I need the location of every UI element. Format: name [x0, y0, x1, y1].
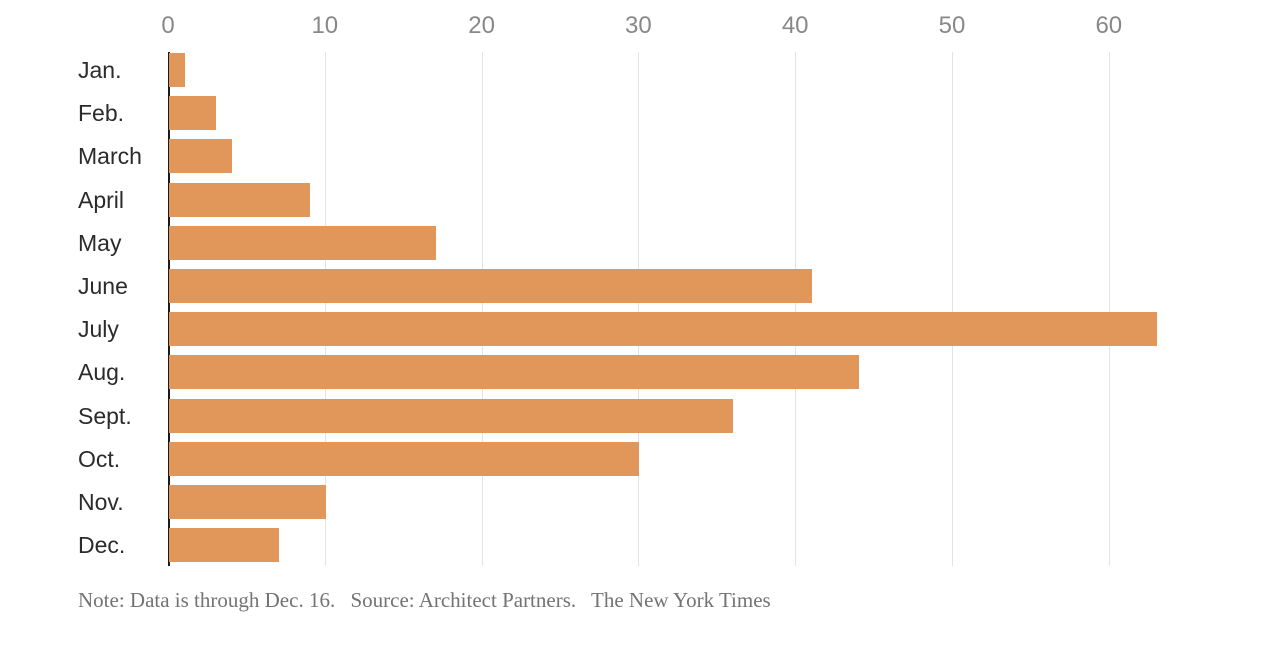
- category-label: Dec.: [78, 532, 126, 559]
- gridline: [481, 52, 483, 566]
- bar: [169, 485, 326, 519]
- category-label: May: [78, 229, 122, 256]
- x-axis-tick-labels: 0 10 20 30 40 50 60: [0, 12, 1262, 44]
- category-label: April: [78, 186, 125, 213]
- bar-row: Oct.: [0, 441, 1262, 476]
- bar: [169, 53, 185, 87]
- bar: [169, 139, 232, 174]
- category-label: June: [78, 273, 128, 299]
- note-text: Note: Data is through Dec. 16.: [78, 588, 336, 612]
- bar-row: Sept.: [0, 398, 1262, 433]
- gridline: [324, 52, 326, 566]
- bar: [169, 182, 311, 217]
- bar-row: Nov.: [0, 485, 1262, 519]
- x-tick-label: 60: [1095, 12, 1123, 39]
- bar-row: Dec.: [0, 528, 1262, 563]
- bar-row: May: [0, 225, 1262, 260]
- bar: [169, 225, 436, 260]
- bar-row: Aug.: [0, 355, 1262, 390]
- bar-row: March: [0, 139, 1262, 174]
- bar-row: Jan.: [0, 53, 1262, 87]
- x-tick-label: 30: [625, 12, 652, 39]
- bar-row: April: [0, 182, 1262, 217]
- category-label: Sept.: [78, 402, 132, 429]
- category-label: Feb.: [78, 100, 125, 127]
- x-tick-label: 50: [938, 12, 966, 39]
- category-label: July: [78, 316, 119, 343]
- source-text: Source: Architect Partners.: [350, 588, 577, 612]
- category-label: Aug.: [78, 359, 126, 386]
- bar-row: July: [0, 312, 1262, 347]
- category-label: Oct.: [78, 445, 121, 472]
- zero-axis-line: [168, 52, 170, 566]
- chart-footnote: Note: Data is through Dec. 16. Source: A…: [78, 586, 771, 614]
- credit-text: The New York Times: [591, 588, 771, 612]
- bar-rows: Jan. Feb. March April May June July Aug. Sept. Oc…: [0, 52, 1262, 566]
- bar: [169, 398, 734, 433]
- bar-row: June: [0, 269, 1262, 303]
- gridlines: [0, 52, 1262, 566]
- x-tick-label: 40: [781, 12, 809, 39]
- bar-row: Feb.: [0, 96, 1262, 131]
- category-label: Jan.: [78, 57, 122, 83]
- bar: [169, 96, 217, 131]
- x-tick-label: 0: [161, 12, 175, 39]
- bar: [169, 269, 812, 303]
- x-tick-label: 10: [311, 12, 339, 39]
- gridline: [795, 52, 797, 566]
- gridline: [638, 52, 640, 566]
- category-label: March: [78, 143, 142, 170]
- gridline: [952, 52, 953, 566]
- bar: [169, 312, 1157, 347]
- bar: [169, 528, 279, 563]
- bar: [169, 355, 859, 390]
- x-tick-label: 20: [468, 12, 495, 39]
- gridline: [1108, 52, 1110, 566]
- bar: [169, 441, 640, 476]
- category-label: Nov.: [78, 489, 124, 515]
